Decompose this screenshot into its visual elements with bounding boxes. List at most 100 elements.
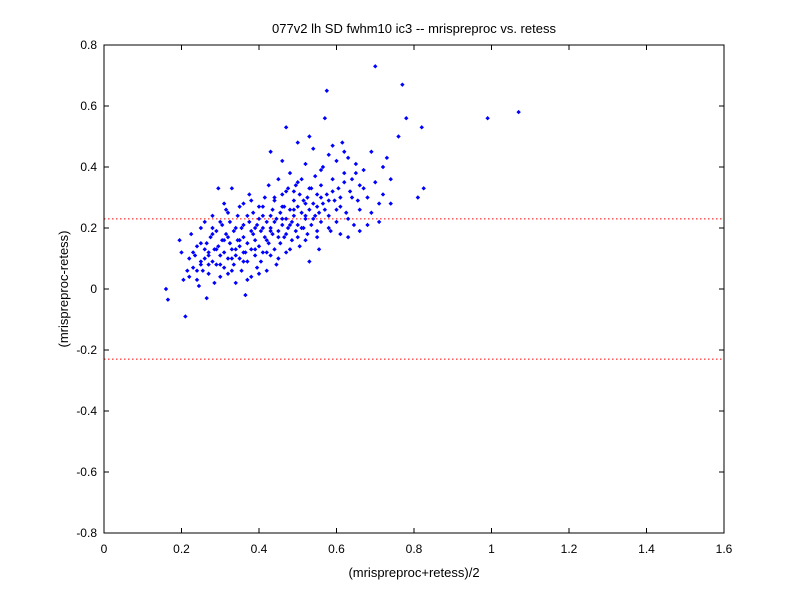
data-point bbox=[163, 286, 169, 292]
data-point bbox=[272, 247, 277, 252]
data-point bbox=[357, 183, 362, 188]
data-point bbox=[276, 234, 281, 240]
data-point bbox=[303, 213, 308, 218]
data-point bbox=[266, 241, 271, 246]
data-point bbox=[210, 213, 215, 218]
data-point bbox=[365, 195, 370, 200]
data-point bbox=[307, 134, 312, 139]
data-point bbox=[252, 238, 258, 243]
data-point bbox=[206, 253, 211, 258]
data-point bbox=[268, 253, 273, 258]
data-point bbox=[260, 213, 266, 218]
data-point bbox=[276, 177, 281, 182]
data-point bbox=[187, 274, 192, 279]
data-point bbox=[330, 189, 335, 194]
data-point bbox=[369, 149, 374, 154]
data-point bbox=[345, 216, 351, 222]
data-point bbox=[212, 280, 217, 286]
data-point bbox=[332, 198, 337, 203]
data-point bbox=[516, 109, 521, 115]
data-point bbox=[318, 195, 324, 200]
data-point bbox=[326, 198, 331, 203]
data-point bbox=[194, 268, 200, 273]
data-point bbox=[349, 195, 355, 200]
x-tick-label: 0.8 bbox=[406, 542, 423, 556]
data-points bbox=[163, 64, 521, 319]
data-point bbox=[421, 186, 426, 191]
data-point bbox=[301, 198, 306, 203]
y-axis-ticks: 0.8 0.6 0.4 0.2 0 -0.2 -0.4 -0.6 -0.8 bbox=[76, 38, 724, 540]
data-point bbox=[237, 256, 242, 261]
data-point bbox=[249, 247, 254, 252]
data-point bbox=[260, 250, 266, 255]
data-point bbox=[190, 265, 196, 270]
data-point bbox=[202, 256, 207, 261]
data-point bbox=[245, 277, 250, 283]
data-point bbox=[314, 234, 320, 240]
data-point bbox=[221, 265, 227, 270]
data-point bbox=[210, 225, 215, 231]
data-point bbox=[202, 219, 207, 225]
data-point bbox=[268, 228, 273, 234]
data-point bbox=[291, 207, 297, 212]
data-point bbox=[206, 271, 211, 276]
data-point bbox=[272, 198, 277, 203]
data-point bbox=[229, 186, 235, 191]
data-point bbox=[233, 280, 238, 286]
data-point bbox=[245, 241, 250, 246]
data-point bbox=[187, 256, 192, 261]
data-point bbox=[283, 125, 289, 130]
data-point bbox=[181, 277, 186, 283]
data-point bbox=[334, 219, 339, 225]
data-point bbox=[165, 297, 171, 302]
data-point bbox=[221, 250, 227, 255]
y-tick-label: 0.4 bbox=[80, 160, 97, 174]
data-point bbox=[218, 253, 223, 258]
data-point bbox=[289, 238, 295, 243]
data-point bbox=[280, 192, 285, 197]
data-point bbox=[264, 268, 269, 273]
data-point bbox=[241, 259, 246, 264]
y-tick-label: -0.4 bbox=[76, 404, 97, 418]
data-point bbox=[256, 216, 262, 222]
y-tick-label: 0.8 bbox=[80, 38, 97, 52]
data-point bbox=[241, 234, 246, 240]
data-point bbox=[342, 170, 347, 176]
data-point bbox=[419, 125, 424, 130]
data-point bbox=[198, 225, 204, 231]
data-point bbox=[299, 210, 304, 215]
data-point bbox=[231, 228, 237, 234]
data-point bbox=[262, 234, 268, 240]
data-point bbox=[264, 250, 269, 255]
data-point bbox=[373, 180, 378, 185]
data-point bbox=[198, 259, 204, 264]
data-point bbox=[281, 234, 287, 240]
data-point bbox=[206, 262, 211, 267]
data-point bbox=[342, 180, 347, 185]
data-point bbox=[239, 225, 244, 231]
data-point bbox=[225, 271, 231, 276]
data-point bbox=[216, 244, 221, 249]
data-point bbox=[338, 231, 343, 237]
data-point bbox=[287, 207, 293, 212]
data-point bbox=[252, 225, 258, 231]
data-point bbox=[245, 213, 250, 218]
data-point bbox=[194, 244, 200, 249]
data-point bbox=[272, 195, 277, 200]
y-tick-label: -0.2 bbox=[76, 343, 97, 357]
data-point bbox=[338, 195, 343, 200]
data-point bbox=[262, 195, 268, 200]
data-point bbox=[227, 219, 233, 225]
data-point bbox=[266, 183, 271, 188]
data-point bbox=[311, 146, 316, 151]
data-point bbox=[324, 88, 330, 93]
data-point bbox=[305, 231, 310, 237]
data-point bbox=[305, 195, 310, 200]
data-point bbox=[485, 116, 490, 121]
data-point bbox=[225, 210, 231, 215]
data-point bbox=[278, 210, 283, 215]
data-point bbox=[376, 219, 382, 225]
x-tick-label: 0.4 bbox=[251, 542, 268, 556]
data-point bbox=[311, 201, 316, 206]
